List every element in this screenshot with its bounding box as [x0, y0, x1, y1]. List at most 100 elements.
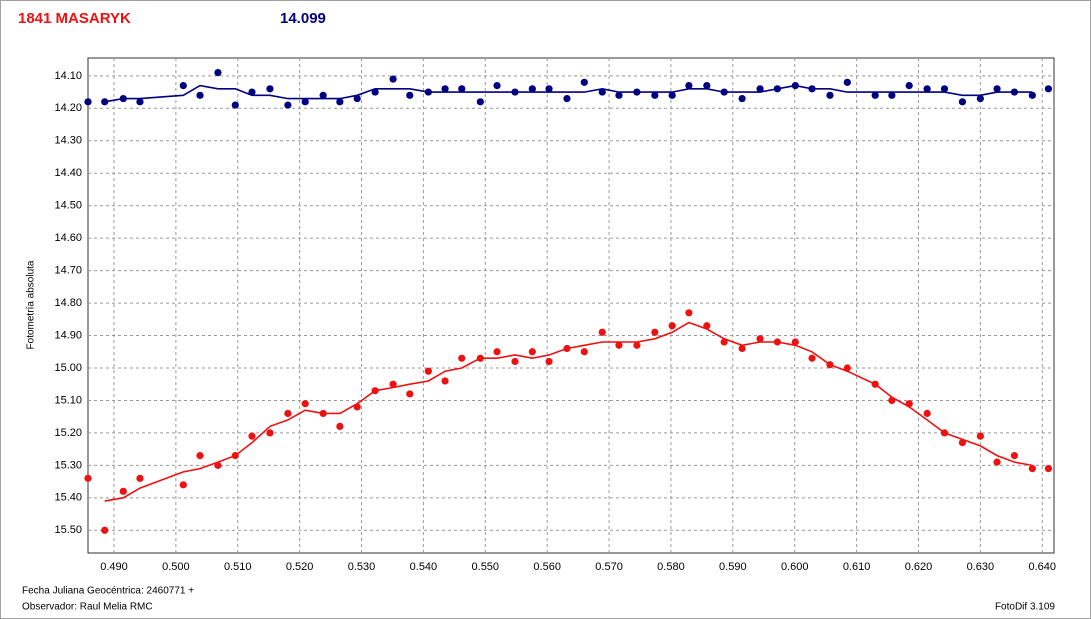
data-point: [336, 98, 344, 106]
x-tick-label: 0.560: [533, 561, 561, 573]
data-point: [598, 328, 606, 336]
data-point: [843, 364, 851, 372]
data-point: [371, 387, 379, 395]
x-tick-label: 0.490: [100, 561, 128, 573]
data-point: [976, 432, 984, 440]
data-point: [685, 309, 693, 317]
data-point: [511, 357, 519, 366]
data-point: [871, 380, 879, 388]
data-point: [196, 91, 204, 99]
x-tick-label: 0.620: [905, 561, 933, 573]
y-tick-label: 14.60: [54, 232, 82, 244]
data-point: [353, 94, 361, 103]
data-point: [248, 88, 256, 96]
data-point: [179, 481, 187, 489]
trend-line: [104, 321, 1033, 502]
y-tick-label: 15.10: [54, 394, 82, 406]
data-point: [231, 101, 239, 109]
data-point: [353, 403, 361, 411]
data-point: [905, 81, 913, 90]
data-point: [406, 390, 414, 398]
x-tick-label: 0.500: [162, 561, 190, 573]
data-point: [791, 81, 799, 90]
data-point: [826, 91, 834, 99]
data-point: [905, 400, 913, 408]
data-point: [284, 409, 292, 418]
data-point: [441, 85, 449, 93]
data-point: [651, 328, 659, 336]
x-tick-label: 0.610: [843, 561, 871, 573]
data-point: [84, 98, 92, 106]
data-point: [214, 69, 222, 77]
x-tick-label: 0.580: [657, 561, 685, 573]
data-point: [756, 85, 764, 93]
data-point: [301, 98, 309, 106]
y-tick-label: 15.40: [54, 492, 82, 504]
data-point: [179, 81, 187, 90]
y-tick-label: 15.00: [54, 362, 82, 374]
data-point: [1028, 465, 1036, 473]
data-point: [923, 85, 931, 93]
y-tick-label: 14.50: [54, 200, 82, 212]
data-point: [1010, 88, 1018, 96]
data-point: [580, 348, 588, 356]
observer: Observador: Raul Melia RMC: [22, 602, 153, 613]
y-tick-label: 14.70: [54, 265, 82, 277]
data-point: [958, 439, 967, 447]
data-point: [336, 422, 344, 431]
data-point: [756, 335, 764, 343]
data-point: [493, 81, 501, 90]
x-tick-label: 0.630: [967, 561, 995, 573]
data-point: [1044, 85, 1053, 93]
data-point: [528, 85, 536, 93]
data-point: [563, 344, 571, 353]
data-point: [136, 98, 144, 106]
data-point: [389, 380, 397, 388]
x-axis-label: Fecha Juliana Geocéntrica: 2460771 +: [22, 586, 194, 597]
x-tick-label: 0.540: [410, 561, 438, 573]
data-point: [923, 409, 931, 418]
data-point: [615, 341, 623, 349]
chart-title: 1841 MASARYK: [18, 10, 131, 27]
data-point: [940, 85, 949, 93]
data-point: [284, 101, 292, 109]
y-tick-label: 14.90: [54, 329, 82, 341]
data-point: [136, 474, 144, 482]
data-point: [528, 348, 536, 356]
data-point: [119, 94, 127, 103]
data-point: [888, 396, 896, 405]
data-point: [773, 338, 781, 346]
data-point: [738, 344, 746, 353]
y-tick-label: 14.20: [54, 102, 82, 114]
data-point: [685, 81, 693, 90]
data-point: [248, 432, 256, 440]
data-point: [389, 75, 397, 83]
data-point: [843, 78, 851, 86]
data-point: [101, 98, 109, 106]
data-point: [633, 341, 641, 349]
data-point: [424, 367, 432, 375]
data-point: [319, 409, 327, 418]
x-tick-label: 0.520: [286, 561, 314, 573]
data-point: [826, 361, 834, 369]
x-tick-label: 0.530: [348, 561, 376, 573]
data-point: [101, 526, 109, 534]
y-tick-label: 14.40: [54, 167, 82, 179]
data-point: [476, 98, 484, 106]
trend-line: [104, 84, 1033, 103]
data-point: [119, 487, 127, 495]
data-point: [958, 98, 967, 106]
data-point: [231, 452, 239, 460]
y-tick-label: 15.20: [54, 427, 82, 439]
data-point: [84, 474, 92, 482]
data-point: [888, 91, 896, 99]
data-point: [371, 88, 379, 96]
data-point: [773, 85, 781, 93]
data-point: [511, 88, 519, 96]
data-point: [563, 94, 571, 103]
data-point: [720, 338, 728, 346]
data-point: [1010, 452, 1018, 460]
data-point: [703, 322, 711, 330]
data-point: [1044, 465, 1053, 473]
